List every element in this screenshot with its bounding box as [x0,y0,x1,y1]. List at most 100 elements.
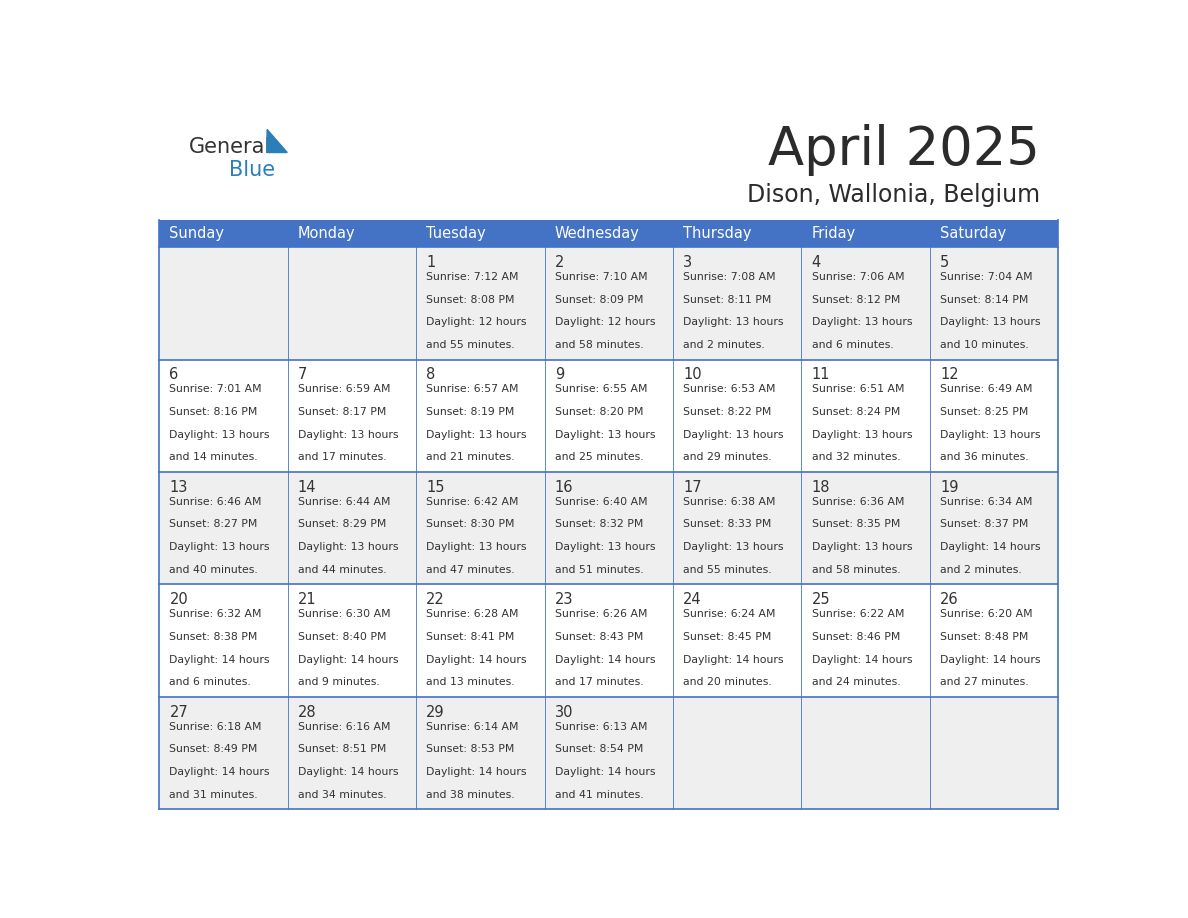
Text: 12: 12 [940,367,959,382]
Text: and 31 minutes.: and 31 minutes. [170,789,258,800]
Text: and 27 minutes.: and 27 minutes. [940,677,1029,688]
Text: Sunset: 8:17 PM: Sunset: 8:17 PM [298,407,386,417]
Text: and 58 minutes.: and 58 minutes. [811,565,901,575]
Bar [674,247,802,360]
Text: April 2025: April 2025 [767,124,1040,176]
Text: General: General [189,137,271,156]
Text: Sunset: 8:43 PM: Sunset: 8:43 PM [555,632,643,642]
Text: Daylight: 14 hours: Daylight: 14 hours [683,655,784,665]
Text: Sunrise: 6:24 AM: Sunrise: 6:24 AM [683,610,776,619]
Text: and 44 minutes.: and 44 minutes. [298,565,386,575]
Text: 13: 13 [170,480,188,495]
Text: Sunrise: 6:46 AM: Sunrise: 6:46 AM [170,497,261,507]
Text: Sunset: 8:22 PM: Sunset: 8:22 PM [683,407,771,417]
Text: Daylight: 14 hours: Daylight: 14 hours [555,655,656,665]
Text: and 20 minutes.: and 20 minutes. [683,677,772,688]
Text: and 24 minutes.: and 24 minutes. [811,677,901,688]
Text: Saturday: Saturday [940,226,1006,241]
Text: Sunrise: 6:28 AM: Sunrise: 6:28 AM [426,610,519,619]
Bar [802,360,930,472]
Bar [159,697,287,810]
Text: Sunset: 8:08 PM: Sunset: 8:08 PM [426,295,514,305]
Bar [416,697,544,810]
Text: Daylight: 14 hours: Daylight: 14 hours [811,655,912,665]
Bar [287,585,416,697]
Text: Wednesday: Wednesday [555,226,639,241]
Bar [544,219,674,247]
Text: Sunset: 8:30 PM: Sunset: 8:30 PM [426,520,514,530]
Text: 28: 28 [298,705,316,720]
Bar [287,472,416,585]
Text: Sunrise: 6:18 AM: Sunrise: 6:18 AM [170,722,261,732]
Text: Sunrise: 6:16 AM: Sunrise: 6:16 AM [298,722,391,732]
Bar [287,219,416,247]
Text: and 41 minutes.: and 41 minutes. [555,789,644,800]
Bar [416,585,544,697]
Text: and 58 minutes.: and 58 minutes. [555,340,644,350]
Text: Sunrise: 7:12 AM: Sunrise: 7:12 AM [426,272,519,282]
Bar [287,697,416,810]
Polygon shape [267,129,287,152]
Text: Daylight: 14 hours: Daylight: 14 hours [170,655,270,665]
Text: Sunrise: 6:55 AM: Sunrise: 6:55 AM [555,385,647,394]
Bar [416,247,544,360]
Text: 19: 19 [940,480,959,495]
Text: Sunrise: 6:26 AM: Sunrise: 6:26 AM [555,610,647,619]
Text: Sunrise: 6:14 AM: Sunrise: 6:14 AM [426,722,519,732]
Bar [544,472,674,585]
Text: Daylight: 13 hours: Daylight: 13 hours [170,543,270,552]
Text: Sunset: 8:49 PM: Sunset: 8:49 PM [170,744,258,755]
Text: Sunset: 8:16 PM: Sunset: 8:16 PM [170,407,258,417]
Text: and 6 minutes.: and 6 minutes. [811,340,893,350]
Text: Sunrise: 6:57 AM: Sunrise: 6:57 AM [426,385,519,394]
Text: Daylight: 13 hours: Daylight: 13 hours [811,318,912,328]
Text: and 2 minutes.: and 2 minutes. [940,565,1022,575]
Text: Daylight: 13 hours: Daylight: 13 hours [683,318,784,328]
Text: Sunset: 8:20 PM: Sunset: 8:20 PM [555,407,643,417]
Text: Daylight: 14 hours: Daylight: 14 hours [940,543,1041,552]
Bar [930,247,1059,360]
Bar [930,697,1059,810]
Text: Sunset: 8:09 PM: Sunset: 8:09 PM [555,295,643,305]
Bar [287,247,416,360]
Text: Sunday: Sunday [170,226,225,241]
Text: Sunrise: 7:04 AM: Sunrise: 7:04 AM [940,272,1032,282]
Text: Sunset: 8:24 PM: Sunset: 8:24 PM [811,407,901,417]
Text: Sunset: 8:46 PM: Sunset: 8:46 PM [811,632,901,642]
Text: Sunrise: 6:53 AM: Sunrise: 6:53 AM [683,385,776,394]
Text: Sunrise: 6:20 AM: Sunrise: 6:20 AM [940,610,1032,619]
Text: and 32 minutes.: and 32 minutes. [811,453,901,463]
Text: 15: 15 [426,480,444,495]
Bar [159,472,287,585]
Bar [674,219,802,247]
Text: and 21 minutes.: and 21 minutes. [426,453,514,463]
Text: 6: 6 [170,367,178,382]
Text: Daylight: 13 hours: Daylight: 13 hours [811,430,912,440]
Bar [674,472,802,585]
Text: Sunrise: 7:08 AM: Sunrise: 7:08 AM [683,272,776,282]
Text: 20: 20 [170,592,188,607]
Text: Dison, Wallonia, Belgium: Dison, Wallonia, Belgium [746,184,1040,207]
Text: Daylight: 14 hours: Daylight: 14 hours [298,655,398,665]
Text: Blue: Blue [229,160,276,180]
Bar [416,219,544,247]
Text: 18: 18 [811,480,830,495]
Bar [544,360,674,472]
Text: Daylight: 13 hours: Daylight: 13 hours [298,430,398,440]
Bar [416,472,544,585]
Text: and 17 minutes.: and 17 minutes. [298,453,386,463]
Text: and 55 minutes.: and 55 minutes. [426,340,514,350]
Bar [802,585,930,697]
Text: and 40 minutes.: and 40 minutes. [170,565,258,575]
Text: 9: 9 [555,367,564,382]
Text: Sunrise: 6:59 AM: Sunrise: 6:59 AM [298,385,391,394]
Text: and 29 minutes.: and 29 minutes. [683,453,772,463]
Text: 27: 27 [170,705,188,720]
Text: Daylight: 13 hours: Daylight: 13 hours [426,543,526,552]
Text: and 10 minutes.: and 10 minutes. [940,340,1029,350]
Text: Sunrise: 6:49 AM: Sunrise: 6:49 AM [940,385,1032,394]
Text: and 13 minutes.: and 13 minutes. [426,677,514,688]
Text: Sunrise: 6:38 AM: Sunrise: 6:38 AM [683,497,776,507]
Text: Sunrise: 6:44 AM: Sunrise: 6:44 AM [298,497,391,507]
Text: 24: 24 [683,592,702,607]
